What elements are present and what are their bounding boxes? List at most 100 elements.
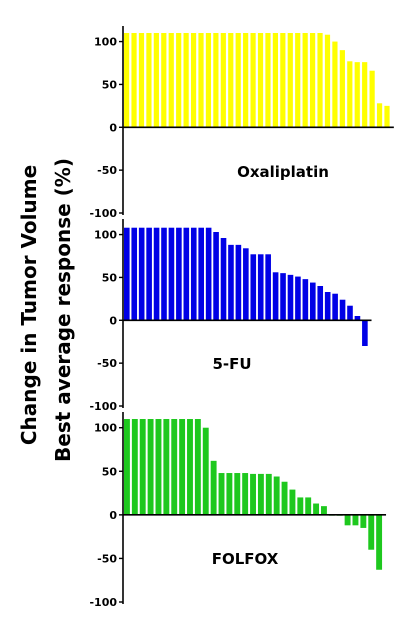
bar (146, 33, 152, 128)
bar (218, 473, 225, 515)
panel-0: 100 50 0 -50 -100 Oxaliplatin (89, 26, 394, 220)
bar (369, 70, 375, 128)
bar (179, 419, 186, 515)
bar (360, 514, 367, 528)
bar (205, 227, 212, 321)
bar (163, 419, 170, 515)
y-tick-label: 0 (109, 509, 117, 522)
y-tick-label: 0 (109, 314, 117, 327)
y-tick-label: 50 (102, 271, 118, 284)
bar (138, 227, 145, 321)
y-tick-label: 100 (94, 422, 117, 435)
bar (250, 254, 257, 321)
bar (243, 248, 249, 321)
bar (161, 33, 167, 128)
bar (220, 238, 227, 321)
bar (287, 274, 294, 321)
bar (146, 227, 152, 321)
y-tick-label: 100 (94, 229, 117, 242)
y-tick-label: 100 (94, 36, 117, 49)
bar (289, 489, 296, 515)
bar (235, 33, 241, 128)
bar (198, 227, 204, 321)
bar (210, 460, 217, 515)
bar (339, 299, 346, 321)
bar (124, 419, 130, 515)
y-tick-label: -50 (97, 552, 117, 565)
y-tick-label: -100 (89, 400, 117, 413)
bar (161, 227, 167, 321)
bar (354, 316, 361, 321)
bar (310, 282, 316, 321)
y-axis-label-line2: Best average response (%) (51, 158, 75, 462)
bar (234, 473, 241, 515)
bar (272, 272, 279, 321)
bar (242, 473, 249, 515)
bar (131, 227, 138, 321)
bar (168, 33, 174, 128)
bar (305, 497, 312, 515)
bar (235, 244, 242, 321)
bar (362, 320, 368, 346)
y-tick-label: 50 (102, 78, 118, 91)
bar (228, 33, 234, 128)
bar (302, 279, 309, 321)
bar (176, 227, 182, 321)
bar (280, 273, 286, 321)
panel-1: 100 50 0 -50 -100 5-FU (89, 219, 372, 413)
bar (265, 473, 272, 515)
bar (147, 419, 154, 515)
bar (295, 276, 301, 321)
bar (321, 506, 327, 515)
bar (362, 62, 368, 128)
bar (324, 34, 331, 128)
bar (153, 33, 159, 128)
bar (250, 473, 256, 515)
bar (344, 514, 351, 526)
bar (265, 254, 271, 321)
bar (138, 33, 145, 128)
bar (272, 33, 278, 128)
bar (124, 227, 130, 321)
bar (139, 419, 146, 515)
bar (347, 305, 353, 321)
bar (213, 232, 219, 321)
bar (155, 419, 162, 515)
bar (198, 33, 204, 128)
bar (297, 497, 304, 515)
bar (265, 33, 271, 128)
panel-label: FOLFOX (212, 550, 279, 568)
panel-label: 5-FU (212, 355, 251, 373)
bar (171, 419, 178, 515)
bar (187, 419, 193, 515)
panel-2: 100 50 0 -50 -100 FOLFOX (89, 412, 387, 609)
bar (302, 33, 308, 128)
bar (228, 244, 234, 321)
bar (124, 33, 130, 128)
bar (202, 427, 209, 515)
bar (354, 62, 360, 128)
bar (131, 33, 137, 128)
bar (168, 227, 175, 321)
bar (313, 503, 320, 515)
y-tick-label: -100 (89, 596, 117, 609)
bar (376, 514, 383, 570)
bar (190, 227, 197, 321)
bar (352, 514, 359, 526)
bar (339, 50, 345, 128)
bar (183, 227, 190, 321)
bar (347, 61, 353, 128)
y-axis-label-line1: Change in Tumor Volume (17, 165, 41, 445)
bar (295, 33, 301, 128)
bar (257, 33, 264, 128)
bar (190, 33, 197, 128)
y-tick-label: 0 (109, 121, 117, 134)
bar (376, 103, 383, 128)
bar (324, 292, 331, 321)
bar (280, 33, 286, 128)
bar (194, 419, 201, 515)
bar (273, 476, 280, 515)
bar (243, 33, 249, 128)
y-tick-label: 50 (102, 465, 118, 478)
